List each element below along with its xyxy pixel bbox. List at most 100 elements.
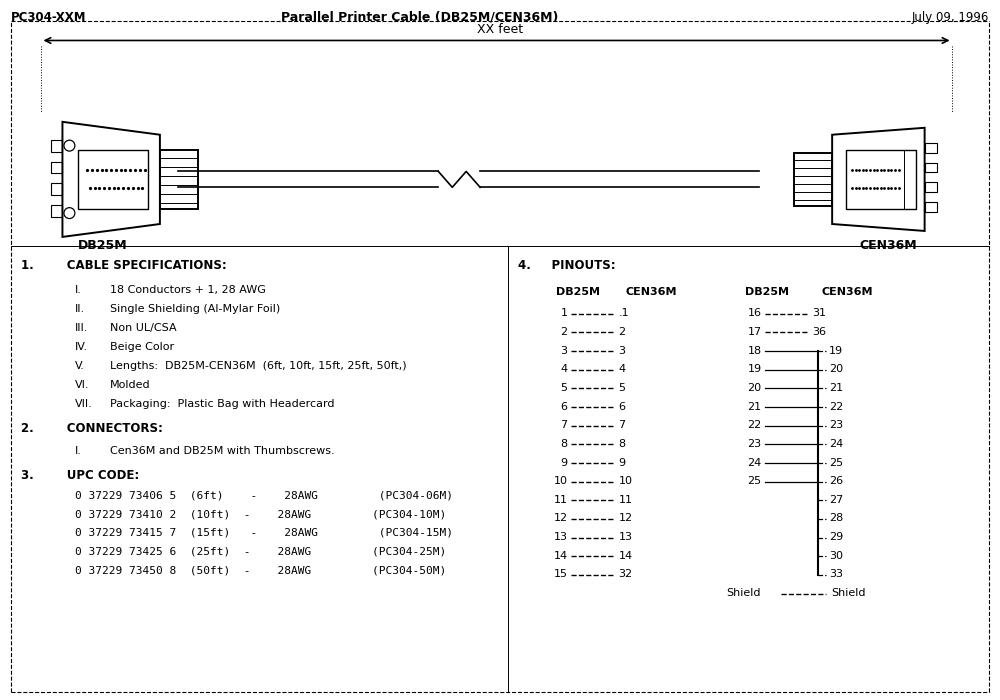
Text: 4: 4	[618, 364, 625, 374]
Bar	[925, 162, 937, 172]
Text: 0 37229 73425 6  (25ft)  -    28AWG         (PC304-25M): 0 37229 73425 6 (25ft) - 28AWG (PC304-25…	[75, 547, 447, 556]
Text: 5: 5	[618, 383, 625, 393]
Text: 0 37229 73450 8  (50ft)  -    28AWG         (PC304-50M): 0 37229 73450 8 (50ft) - 28AWG (PC304-50…	[75, 565, 447, 575]
Text: 2.        CONNECTORS:: 2. CONNECTORS:	[21, 422, 163, 435]
Text: CEN36M: CEN36M	[859, 239, 917, 252]
Text: .1: .1	[618, 308, 629, 318]
Text: 8: 8	[560, 439, 568, 449]
Text: Packaging:  Plastic Bag with Headercard: Packaging: Plastic Bag with Headercard	[110, 399, 335, 409]
Bar	[925, 143, 937, 153]
Text: 10: 10	[554, 476, 568, 486]
Text: 9: 9	[560, 458, 568, 468]
Text: 1: 1	[561, 308, 568, 318]
Text: 2: 2	[560, 327, 568, 337]
Text: 30: 30	[829, 551, 843, 561]
Bar	[51, 140, 62, 152]
Bar	[160, 150, 198, 209]
Text: 3.        UPC CODE:: 3. UPC CODE:	[21, 469, 139, 482]
Text: 12: 12	[553, 514, 568, 524]
Text: 29: 29	[829, 532, 843, 542]
Text: 15: 15	[554, 569, 568, 580]
Text: 3: 3	[618, 346, 625, 356]
Text: 18: 18	[747, 346, 762, 356]
Text: 2: 2	[618, 327, 625, 337]
Bar	[925, 202, 937, 212]
Text: 0 37229 73415 7  (15ft)   -    28AWG         (PC304-15M): 0 37229 73415 7 (15ft) - 28AWG (PC304-15…	[75, 528, 453, 538]
Text: DB25M: DB25M	[556, 286, 600, 297]
Text: 18 Conductors + 1, 28 AWG: 18 Conductors + 1, 28 AWG	[110, 284, 266, 295]
Text: II.: II.	[75, 304, 85, 314]
Text: 24: 24	[829, 439, 843, 449]
Text: 32: 32	[618, 569, 632, 580]
Text: 33: 33	[829, 569, 843, 580]
Text: VI.: VI.	[75, 380, 90, 390]
Text: 9: 9	[618, 458, 625, 468]
Text: Beige Color: Beige Color	[110, 342, 174, 351]
Text: 21: 21	[829, 383, 843, 393]
Text: 6: 6	[561, 402, 568, 412]
Text: 19: 19	[829, 346, 843, 356]
Text: III.: III.	[75, 323, 89, 332]
Text: Parallel Printer Cable (DB25M/CEN36M): Parallel Printer Cable (DB25M/CEN36M)	[281, 10, 559, 24]
Bar	[51, 205, 62, 217]
Text: Single Shielding (Al-Mylar Foil): Single Shielding (Al-Mylar Foil)	[110, 304, 280, 314]
Text: 14: 14	[618, 551, 632, 561]
Text: Molded: Molded	[110, 380, 151, 390]
Text: 19: 19	[747, 364, 762, 374]
Text: PC304-XXM: PC304-XXM	[11, 10, 86, 24]
Text: 5: 5	[561, 383, 568, 393]
Text: 7: 7	[560, 420, 568, 430]
Text: IV.: IV.	[75, 342, 88, 351]
Text: 22: 22	[829, 402, 843, 412]
Text: 17: 17	[747, 327, 762, 337]
Text: 10: 10	[618, 476, 632, 486]
Bar	[794, 153, 832, 206]
Text: Cen36M and DB25M with Thumbscrews.: Cen36M and DB25M with Thumbscrews.	[110, 446, 335, 456]
Text: 22: 22	[747, 420, 762, 430]
Text: Shield: Shield	[727, 588, 761, 598]
Text: 14: 14	[553, 551, 568, 561]
Bar	[925, 182, 937, 192]
Text: 26: 26	[829, 476, 843, 486]
Text: Lengths:  DB25M-CEN36M  (6ft, 10ft, 15ft, 25ft, 50ft,): Lengths: DB25M-CEN36M (6ft, 10ft, 15ft, …	[110, 360, 407, 371]
Text: Shield: Shield	[831, 588, 866, 598]
Text: CEN36M: CEN36M	[625, 286, 677, 297]
Text: 25: 25	[747, 476, 762, 486]
Text: 23: 23	[747, 439, 762, 449]
Text: 4.     PINOUTS:: 4. PINOUTS:	[518, 259, 616, 272]
Text: CEN36M: CEN36M	[821, 286, 873, 297]
Text: 28: 28	[829, 514, 843, 524]
Text: 25: 25	[829, 458, 843, 468]
Text: 21: 21	[747, 402, 762, 412]
Text: 23: 23	[829, 420, 843, 430]
Text: 16: 16	[748, 308, 762, 318]
Text: 7: 7	[618, 420, 625, 430]
Text: 8: 8	[618, 439, 625, 449]
Text: 13: 13	[554, 532, 568, 542]
Text: 0 37229 73406 5  (6ft)    -    28AWG         (PC304-06M): 0 37229 73406 5 (6ft) - 28AWG (PC304-06M…	[75, 491, 453, 500]
Text: VII.: VII.	[75, 399, 93, 409]
Text: 12: 12	[618, 514, 632, 524]
Text: 0 37229 73410 2  (10ft)  -    28AWG         (PC304-10M): 0 37229 73410 2 (10ft) - 28AWG (PC304-10…	[75, 509, 447, 519]
Text: 13: 13	[618, 532, 632, 542]
Text: 1.        CABLE SPECIFICATIONS:: 1. CABLE SPECIFICATIONS:	[21, 259, 226, 272]
Text: Non UL/CSA: Non UL/CSA	[110, 323, 177, 332]
Text: 36: 36	[812, 327, 826, 337]
Text: 4: 4	[560, 364, 568, 374]
Text: 27: 27	[829, 495, 843, 505]
Text: V.: V.	[75, 360, 85, 371]
Text: 20: 20	[747, 383, 762, 393]
Bar	[51, 183, 62, 195]
Text: I.: I.	[75, 446, 82, 456]
Text: DB25M: DB25M	[745, 286, 789, 297]
Text: DB25M: DB25M	[77, 239, 127, 252]
Text: 3: 3	[561, 346, 568, 356]
Text: I.: I.	[75, 284, 82, 295]
Text: 11: 11	[554, 495, 568, 505]
Text: 31: 31	[812, 308, 826, 318]
Text: 20: 20	[829, 364, 843, 374]
Text: 6: 6	[618, 402, 625, 412]
Bar	[78, 150, 148, 209]
Text: XX feet: XX feet	[477, 22, 523, 36]
Bar	[846, 150, 916, 209]
